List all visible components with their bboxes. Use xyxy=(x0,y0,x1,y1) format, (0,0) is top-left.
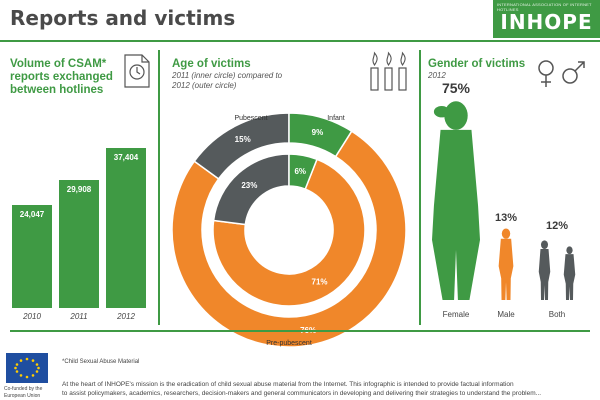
gender-percent-female: 75% xyxy=(441,80,471,96)
age-title: Age of victims xyxy=(172,58,251,70)
volume-title-line1: Volume of CSAM* xyxy=(10,58,107,70)
gender-label-female: Female xyxy=(442,310,470,319)
age-category-label-prepubescent: Pre-pubescent xyxy=(266,340,312,347)
age-divider xyxy=(419,50,421,325)
donut-slice-outer-pre-pubescent xyxy=(171,130,407,348)
gender-figure-female xyxy=(432,101,480,300)
footer-line1: At the heart of INHOPE's mission is the … xyxy=(62,381,514,388)
header-divider xyxy=(0,40,600,42)
volume-bar-2010: 24,047 xyxy=(12,205,52,308)
donut-label-outer-infant: 9% xyxy=(312,128,324,137)
brand-name: INHOPE xyxy=(500,10,593,34)
donut-label-inner-pre-pubescent: 71% xyxy=(312,278,328,287)
volume-bar-label: 29,908 xyxy=(66,185,92,194)
donut-label-inner-infant: 6% xyxy=(294,167,306,176)
inhope-logo: International Association of Internet Ho… xyxy=(493,0,600,38)
age-donut-chart: 76%15%9%71%23%6%PubescentInfantPre-pubes… xyxy=(171,112,407,348)
volume-bar-label: 24,047 xyxy=(19,210,45,219)
brand-tagline: International Association of Internet Ho… xyxy=(497,2,592,12)
volume-title-line2: reports exchanged xyxy=(10,71,113,83)
volume-bar-2011: 29,908 xyxy=(59,180,99,308)
volume-year-label: 2010 xyxy=(23,312,41,321)
gender-figure-male xyxy=(498,228,514,300)
document-clock-icon xyxy=(124,54,150,88)
age-subtitle: 2011 (inner circle) compared to 2012 (ou… xyxy=(172,71,282,91)
donut-label-inner-pubescent: 23% xyxy=(241,181,257,190)
footnote: *Child Sexual Abuse Material xyxy=(62,359,140,365)
gender-title: Gender of victims xyxy=(428,58,526,70)
footer-text: At the heart of INHOPE's mission is the … xyxy=(62,380,596,398)
gender-symbols-icon xyxy=(538,60,585,87)
volume-title: Volume of CSAM* reports exchanged betwee… xyxy=(10,58,113,97)
volume-divider xyxy=(158,50,160,325)
eu-flag-icon xyxy=(6,353,48,383)
gender-percent-male: 13% xyxy=(494,212,518,224)
gender-label-both: Both xyxy=(548,310,566,319)
volume-year-label: 2012 xyxy=(117,312,135,321)
volume-year-label: 2011 xyxy=(70,312,88,321)
page-title: Reports and victims xyxy=(10,6,236,30)
donut-label-outer-pubescent: 15% xyxy=(235,135,251,144)
donut-slice-outer-infant xyxy=(288,112,353,158)
gender-figure-both xyxy=(538,240,576,300)
gender-percent-both: 12% xyxy=(545,220,569,232)
gender-label-male: Male xyxy=(497,310,515,319)
age-subtitle-line2: 2012 (outer circle) xyxy=(172,81,237,90)
donut-slice-inner-pre-pubescent xyxy=(212,158,366,307)
bottom-divider xyxy=(10,330,590,332)
footer-line2: to assist policymakers, academics, resea… xyxy=(62,390,542,397)
candles-icon xyxy=(370,51,407,91)
age-subtitle-line1: 2011 (inner circle) compared to xyxy=(172,71,283,80)
gender-subtitle: 2012 xyxy=(428,71,446,80)
donut-slice-inner-infant xyxy=(288,153,318,191)
volume-bar-label: 37,404 xyxy=(113,153,139,162)
funding-text: Co-funded by the European Union xyxy=(4,386,43,399)
volume-title-line3: between hotlines xyxy=(10,84,104,96)
age-category-label-pubescent: Pubescent xyxy=(234,115,267,122)
age-category-label-infant: Infant xyxy=(327,115,345,122)
volume-bar-2012: 37,404 xyxy=(106,148,146,308)
